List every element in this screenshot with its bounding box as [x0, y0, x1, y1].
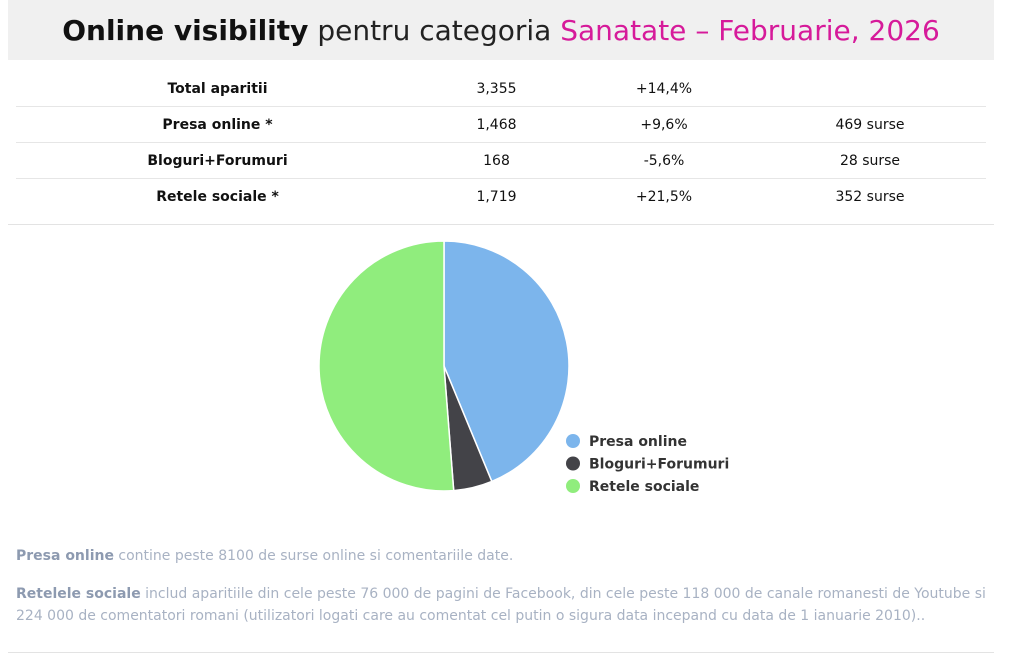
legend-item-label[interactable]: Retele sociale [589, 479, 699, 495]
table-row: Retele sociale * 1,719 +21,5% 352 surse [16, 179, 986, 215]
row-value: 1,719 [476, 188, 517, 205]
note-retele: Retelele sociale includ aparitiile din c… [16, 583, 991, 627]
table-row: Presa online * 1,468 +9,6% 469 surse [16, 106, 986, 143]
legend-marker[interactable] [566, 479, 580, 493]
row-change: -5,6% [574, 142, 754, 179]
row-value: 1,468 [419, 106, 574, 143]
note-presa: Presa online contine peste 8100 de surse… [16, 545, 991, 567]
stats-table: Total aparitii 3,355 +14,4% Presa online… [16, 71, 986, 214]
title-accent: Sanatate – Februarie, 2026 [560, 13, 940, 47]
title-bold: Online visibility [62, 13, 309, 47]
row-sources: 28 surse [754, 142, 986, 179]
row-change: +21,5% [635, 188, 693, 205]
note-retele-highlight: Retelele sociale [16, 586, 141, 602]
table-row: Total aparitii 3,355 +14,4% [16, 71, 986, 107]
legend-item-label[interactable]: Presa online [589, 434, 687, 450]
table-row: Bloguri+Forumuri 168 -5,6% 28 surse [16, 142, 986, 179]
row-change: +9,6% [574, 106, 754, 143]
title-normal: pentru categoria [317, 13, 552, 47]
row-label: Bloguri+Forumuri [16, 142, 419, 179]
legend-item-label[interactable]: Bloguri+Forumuri [589, 457, 729, 473]
row-sources [754, 71, 986, 107]
pie-slice-presa-online[interactable] [443, 240, 570, 483]
row-value: 3,355 [419, 71, 574, 107]
row-sources: 352 surse [835, 188, 905, 205]
row-change: +14,4% [574, 71, 754, 107]
legend-marker[interactable] [566, 456, 580, 471]
row-label: Retele sociale * [156, 188, 279, 205]
row-label: Total aparitii [16, 71, 419, 107]
page-title: Online visibility pentru categoria Sanat… [8, 0, 994, 60]
divider [8, 224, 994, 225]
pie-slice-retele-sociale[interactable] [318, 240, 455, 492]
note-presa-text: contine peste 8100 de surse online si co… [113, 548, 514, 564]
row-sources: 469 surse [754, 106, 986, 143]
note-retele-text: includ aparitiile din cele peste 76 000 … [16, 586, 986, 624]
pie-chart: Presa online Bloguri+Forumuri Retele socia… [318, 240, 729, 495]
row-value: 168 [419, 142, 574, 179]
note-presa-highlight: Presa online [16, 548, 114, 564]
legend-marker[interactable] [566, 434, 580, 448]
divider-bottom [8, 652, 994, 653]
row-label: Presa online * [16, 106, 419, 143]
